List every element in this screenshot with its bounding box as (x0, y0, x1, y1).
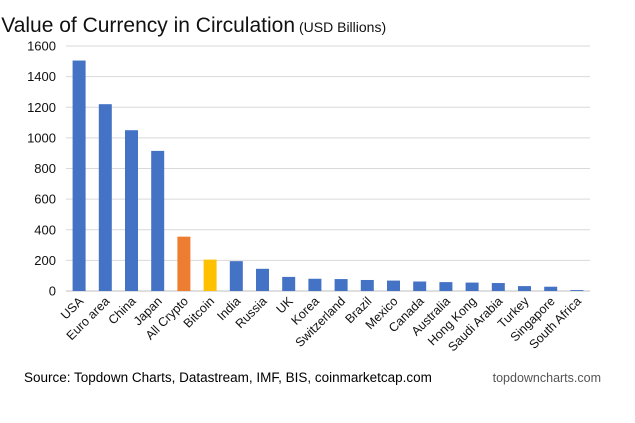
brand-watermark: topdowncharts.com (492, 371, 601, 385)
chart-title: Value of Currency in Circulation (1, 14, 295, 37)
bar-singapore (544, 286, 558, 291)
bar-usa (72, 60, 86, 291)
y-tick-label: 0 (49, 284, 56, 299)
y-tick-label: 1200 (27, 100, 56, 115)
y-tick-label: 1400 (27, 69, 56, 84)
bar-saudi-arabia (491, 283, 505, 291)
bar-turkey (518, 286, 531, 291)
bar-russia (256, 268, 269, 291)
grid (66, 45, 590, 292)
y-tick-label: 600 (34, 192, 56, 207)
bar-bitcoin (203, 259, 217, 291)
y-tick-label: 400 (34, 222, 56, 237)
bars (72, 60, 584, 291)
bar-india (229, 261, 243, 291)
bar-australia (439, 282, 453, 291)
y-axis: 0 200 400 600 800 1000 1200 1400 1600 (27, 39, 56, 299)
bar-south-africa (570, 290, 584, 291)
bar-korea (308, 278, 322, 291)
bar-brazil (360, 279, 374, 291)
bar-switzerland (334, 279, 348, 291)
bar-hong-kong (465, 282, 479, 291)
bar-canada (413, 281, 427, 291)
bar-japan (151, 150, 165, 291)
y-tick-label: 200 (34, 253, 56, 268)
bar-euro-area (98, 104, 112, 291)
y-tick-label: 800 (34, 161, 56, 176)
bar-mexico (387, 280, 400, 291)
bar-uk (282, 276, 296, 291)
chart-subtitle: (USD Billions) (299, 19, 386, 35)
bar-all-crypto (177, 236, 191, 291)
source-note: Source: Topdown Charts, Datastream, IMF,… (24, 370, 432, 385)
y-tick-label: 1000 (27, 130, 56, 145)
bar-china (125, 130, 138, 291)
y-tick-label: 1600 (27, 39, 56, 54)
